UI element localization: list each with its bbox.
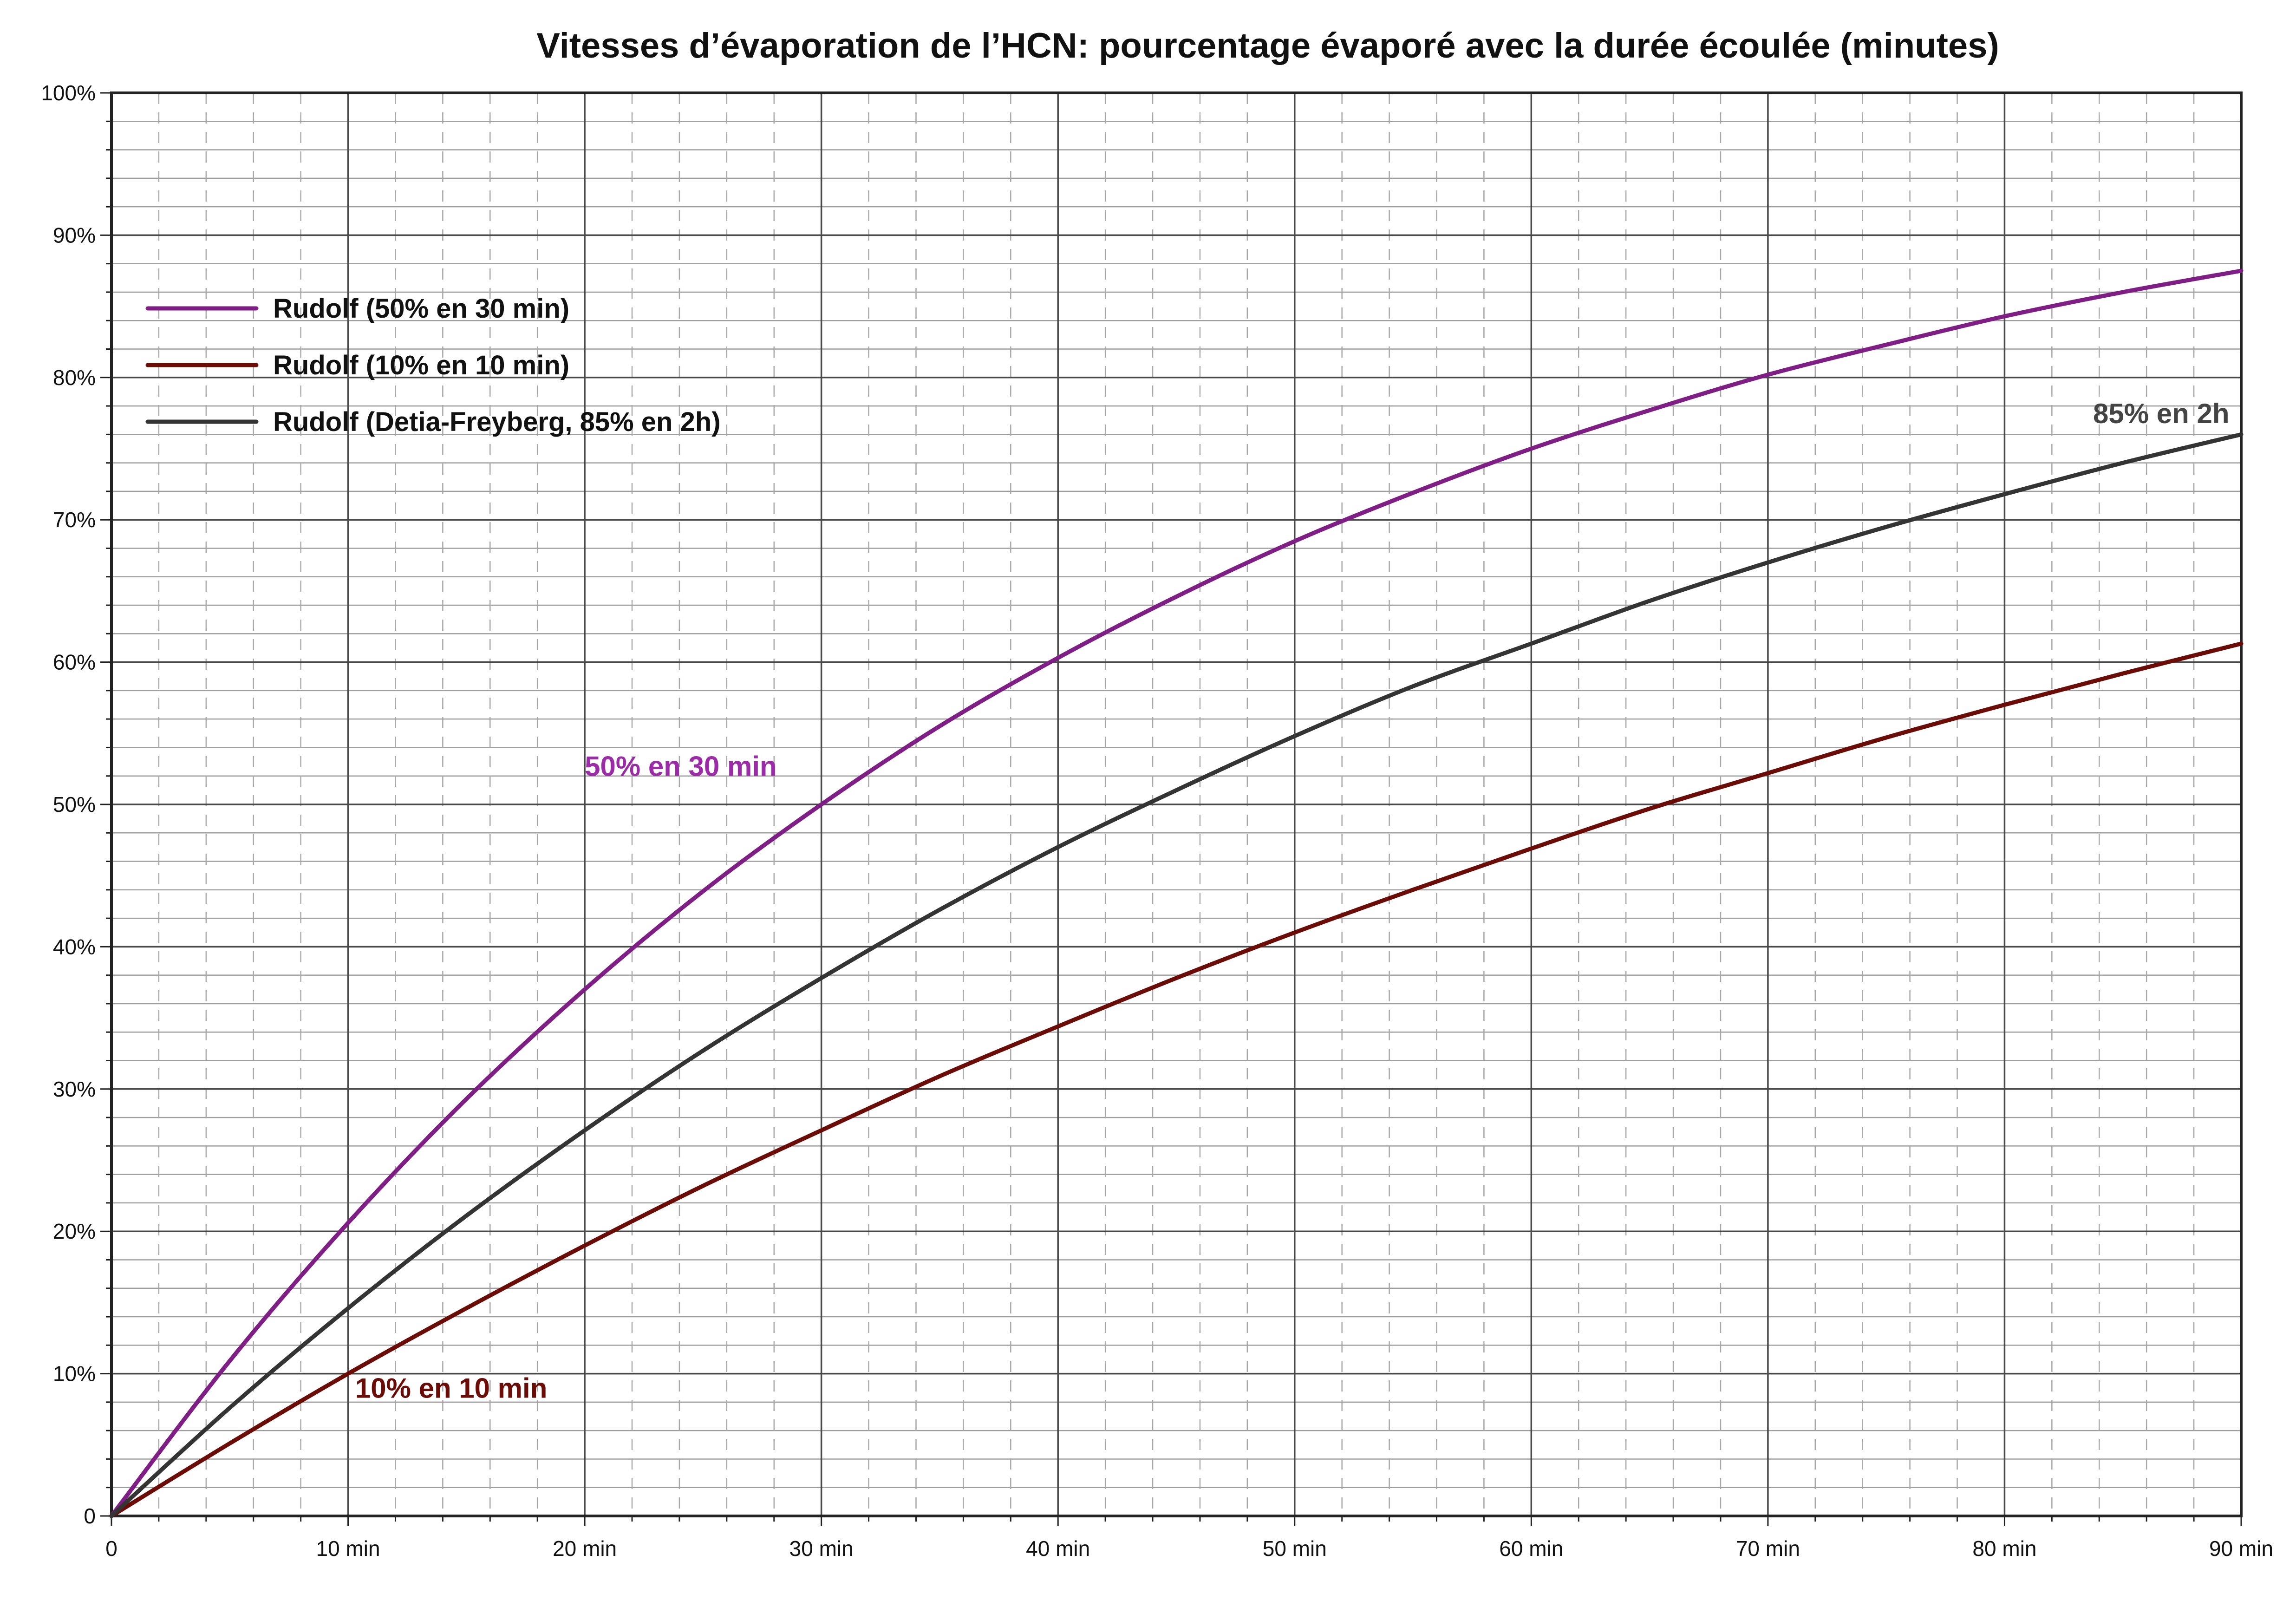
chart-grid	[111, 93, 2241, 1516]
legend-label-2: Rudolf (10% en 10 min)	[273, 350, 569, 380]
x-axis: 0 10 min 20 min 30 min 40 min 50 min 60 min 70 …	[105, 1516, 2273, 1561]
x-tick-label: 90 min	[2209, 1536, 2273, 1561]
y-tick-label: 60%	[53, 650, 96, 674]
chart-title: Vitesses d’évaporation de l’HCN: pourcen…	[536, 26, 1999, 65]
series-line-1	[109, 268, 2244, 1518]
x-tick-label: 10 min	[316, 1536, 380, 1561]
x-tick-label: 20 min	[553, 1536, 617, 1561]
series-line-2	[109, 641, 2244, 1518]
x-tick-label: 80 min	[1972, 1536, 2036, 1561]
annotation-1: 50% en 30 min	[585, 751, 777, 782]
x-tick-label: 0	[105, 1536, 117, 1561]
annotation-2: 10% en 10 min	[355, 1373, 548, 1404]
y-tick-label: 40%	[53, 934, 96, 959]
y-tick-label: 80%	[53, 366, 96, 390]
chart-annotations: 50% en 30 min 10% en 10 min 85% en 2h	[355, 398, 2230, 1404]
x-tick-label: 70 min	[1736, 1536, 1800, 1561]
y-tick-label: 0	[84, 1504, 96, 1528]
legend: Rudolf (50% en 30 min) Rudolf (10% en 10 …	[145, 294, 721, 437]
annotation-3: 85% en 2h	[2093, 398, 2229, 429]
plot-frame	[110, 91, 2243, 1517]
y-tick-label: 20%	[53, 1219, 96, 1243]
series-line-3	[109, 432, 2244, 1518]
x-tick-label: 50 min	[1263, 1536, 1327, 1561]
y-tick-label: 10%	[53, 1362, 96, 1386]
x-tick-label: 60 min	[1499, 1536, 1563, 1561]
y-tick-label: 100%	[41, 81, 96, 105]
legend-label-3: Rudolf (Detia-Freyberg, 85% en 2h)	[273, 407, 721, 437]
y-tick-label: 90%	[53, 223, 96, 247]
y-tick-label: 30%	[53, 1077, 96, 1101]
chart-series	[109, 268, 2244, 1518]
y-tick-label: 50%	[53, 792, 96, 817]
x-tick-label: 30 min	[789, 1536, 854, 1561]
legend-label-1: Rudolf (50% en 30 min)	[273, 294, 569, 324]
y-tick-label: 70%	[53, 508, 96, 532]
x-tick-label: 40 min	[1026, 1536, 1090, 1561]
